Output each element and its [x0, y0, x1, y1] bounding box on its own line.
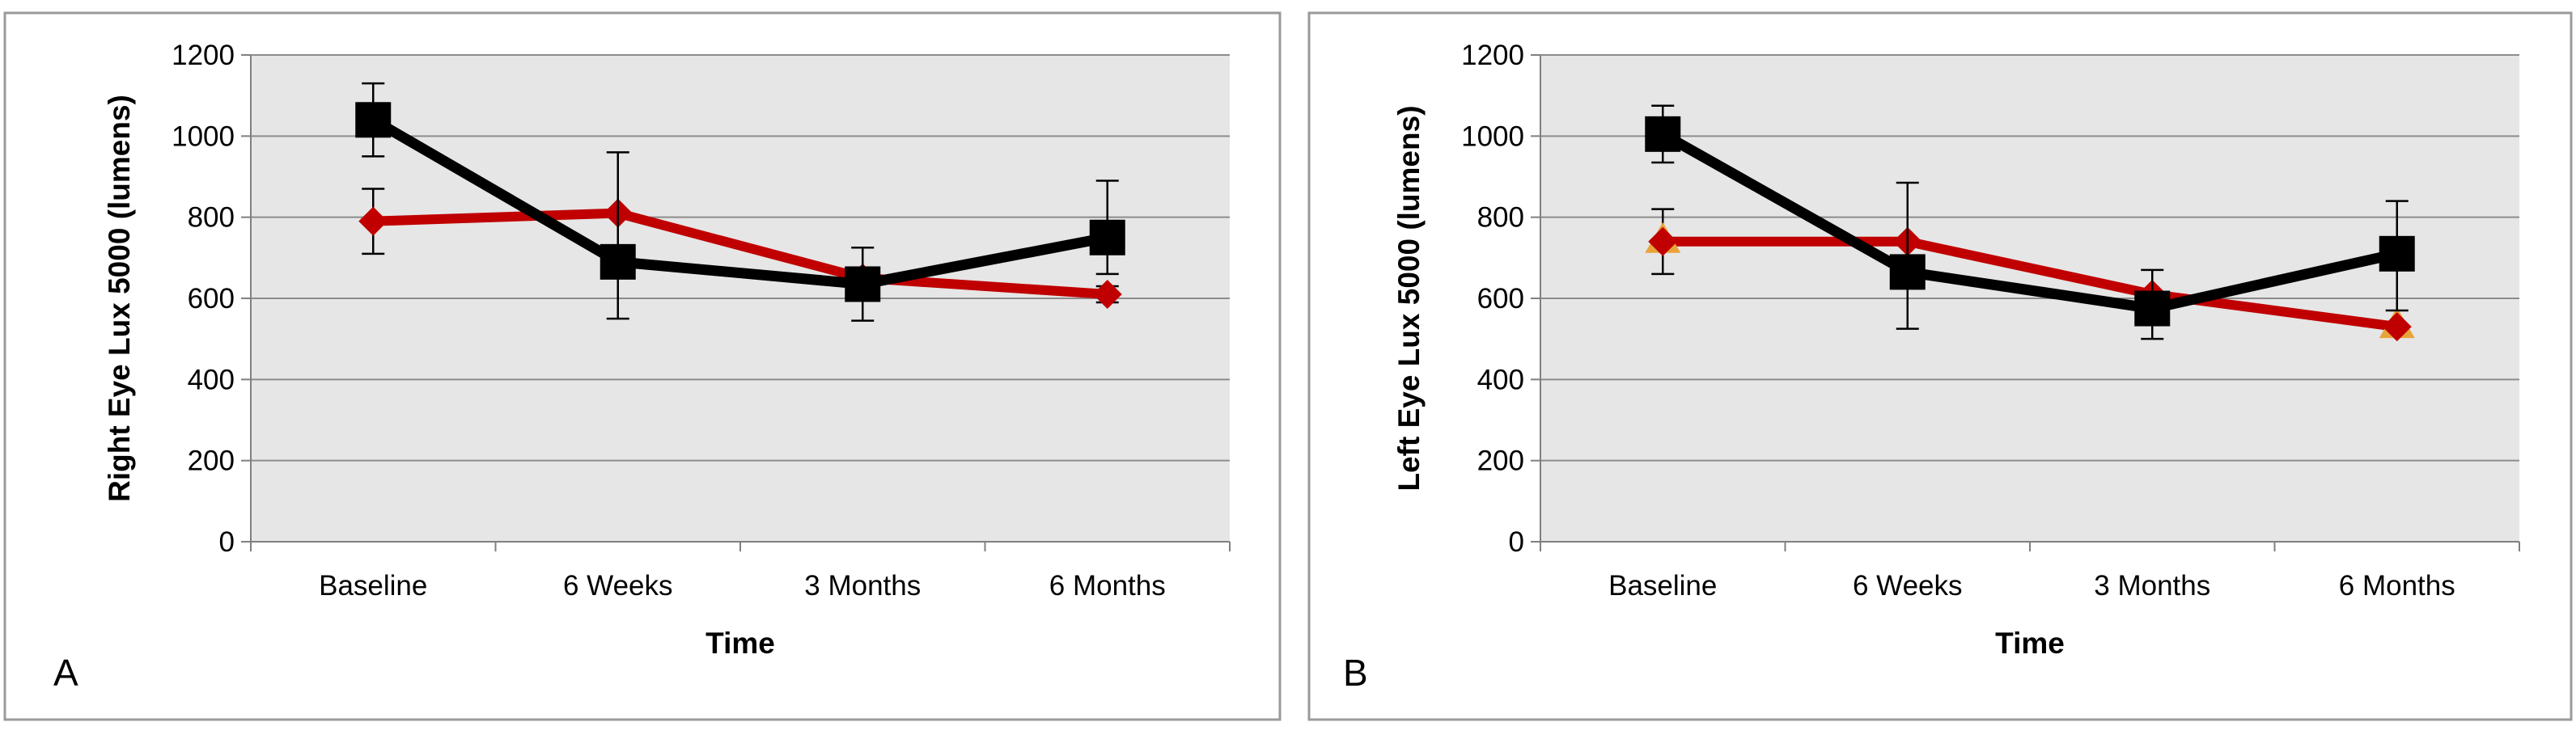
chart-panel-b: 0 200 400 600 800 1000 1200 Baseline 6 W… — [1307, 11, 2573, 721]
y-tick-label: 200 — [1477, 446, 1524, 477]
panel-a-x-tick-labels: Baseline 6 Weeks 3 Months 6 Months — [319, 570, 1166, 602]
y-tick-label: 400 — [188, 364, 235, 395]
y-tick-label: 0 — [1509, 526, 1524, 558]
data-point-square — [600, 243, 636, 280]
panel-a-gridlines — [251, 54, 1230, 543]
y-tick-label: 800 — [1477, 202, 1524, 234]
data-point-diamond — [358, 206, 388, 236]
x-tick-label: Baseline — [1608, 570, 1717, 602]
y-tick-label: 600 — [1477, 283, 1524, 315]
y-tick-label: 0 — [219, 526, 235, 558]
data-point-diamond — [1092, 279, 1122, 309]
black-series — [355, 82, 1125, 322]
y-tick-label: 600 — [188, 283, 235, 315]
data-point-square — [845, 266, 881, 302]
x-tick-label: 3 Months — [2094, 570, 2210, 602]
panel-a-label: A — [53, 652, 78, 694]
data-point-square — [355, 102, 392, 138]
y-tick-label: 800 — [188, 202, 235, 234]
panel-b-y-tick-labels: 0 200 400 600 800 1000 1200 — [1461, 40, 1524, 558]
x-tick-label: 6 Weeks — [563, 570, 673, 602]
x-tick-label: Baseline — [319, 570, 427, 602]
panel-a-y-tick-labels: 0 200 400 600 800 1000 1200 — [172, 40, 235, 558]
red-series-line — [1663, 236, 2398, 332]
x-tick-label: 6 Months — [1049, 570, 1166, 602]
chart-panel-a: 0 200 400 600 800 1000 1200 Baseline 6 W… — [3, 11, 1282, 721]
error-bar — [606, 151, 629, 320]
red-series — [1645, 208, 2415, 342]
red-series-line — [373, 208, 1108, 299]
y-tick-label: 200 — [188, 446, 235, 477]
data-point-square — [1889, 254, 1926, 290]
y-tick-label: 1000 — [1461, 120, 1524, 152]
x-tick-label: 6 Months — [2339, 570, 2455, 602]
panel-a-x-axis-title: Time — [705, 627, 775, 660]
y-tick-label: 1200 — [172, 40, 235, 71]
black-series-line — [370, 115, 1108, 289]
y-tick-label: 1200 — [1461, 40, 1524, 71]
data-point-diamond — [2382, 312, 2412, 342]
black-series — [1645, 104, 2415, 340]
panel-b-x-tick-labels: Baseline 6 Weeks 3 Months 6 Months — [1608, 570, 2455, 602]
data-point-square — [2379, 235, 2415, 272]
panel-a-axes — [241, 54, 1231, 551]
panel-b-axes — [1531, 54, 2520, 551]
y-tick-label: 1000 — [172, 120, 235, 152]
panel-b-x-axis-title: Time — [1995, 627, 2065, 660]
black-series-line — [1660, 129, 2399, 315]
data-point-square — [2134, 290, 2171, 327]
data-point-square — [1089, 219, 1125, 255]
x-tick-label: 3 Months — [804, 570, 921, 602]
x-tick-label: 6 Weeks — [1853, 570, 1963, 602]
panel-b-y-axis-title: Left Eye Lux 5000 (lumens) — [1392, 105, 1426, 491]
panel-b-label: B — [1343, 652, 1368, 694]
panel-b-series — [1645, 104, 2415, 342]
panel-a-series — [355, 82, 1125, 322]
panel-a-y-axis-title: Right Eye Lux 5000 (lumens) — [103, 95, 136, 502]
y-tick-label: 400 — [1477, 364, 1524, 395]
data-point-square — [1645, 116, 1681, 152]
data-point-diamond — [1648, 226, 1678, 256]
